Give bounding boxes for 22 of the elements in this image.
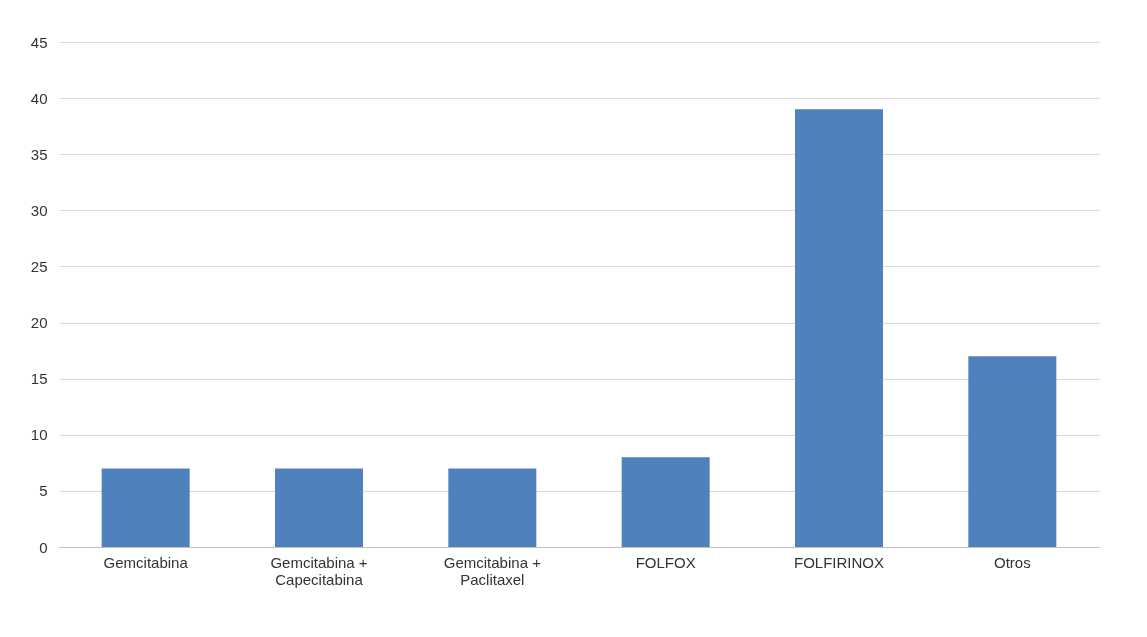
y-tick-label: 35 [30,145,48,163]
bar [448,468,537,547]
x-tick-label: Gemcitabina + Paclitaxel [443,553,542,588]
bar [621,457,710,547]
y-tick-label: 5 [39,482,48,500]
y-tick-label: 15 [30,370,48,388]
bar [101,468,190,547]
x-tick-label: FOLFIRINOX [793,553,885,571]
x-tick-label: Gemcitabina [103,553,189,571]
y-tick-label: 10 [30,426,48,444]
y-tick-label: 20 [30,314,48,332]
y-tick-label: 25 [30,257,48,275]
x-tick-label: Gemcitabina + Capecitabina [270,553,368,588]
y-tick-label: 0 [39,538,48,556]
y-tick-label: 30 [30,201,48,219]
bar [968,356,1057,547]
x-tick-label: Otros [993,553,1031,571]
bar [275,468,363,547]
bar [795,109,883,547]
x-tick-label: FOLFOX [635,553,696,571]
y-tick-label: 40 [30,89,48,107]
y-tick-label: 45 [30,33,48,51]
